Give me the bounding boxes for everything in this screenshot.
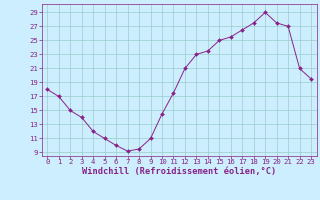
X-axis label: Windchill (Refroidissement éolien,°C): Windchill (Refroidissement éolien,°C) <box>82 167 276 176</box>
